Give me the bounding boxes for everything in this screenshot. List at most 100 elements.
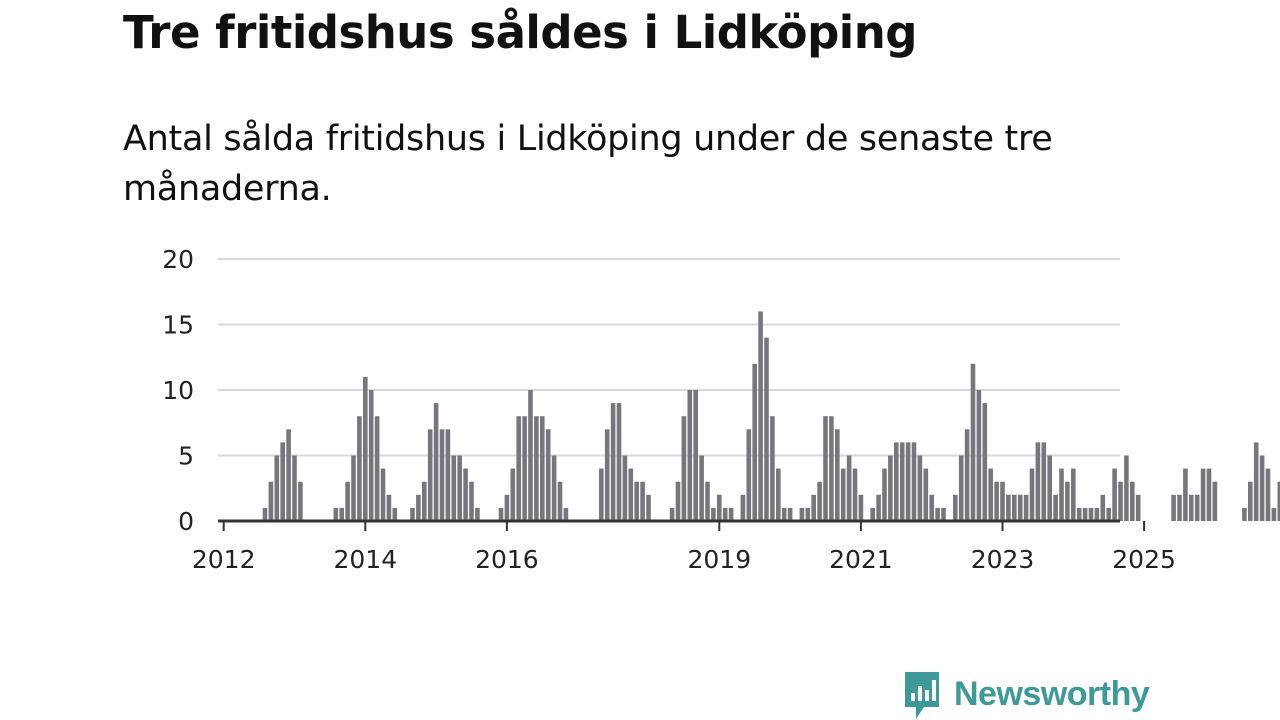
bar: [646, 494, 651, 521]
bar: [1029, 468, 1035, 521]
bar: [852, 468, 858, 521]
bar: [628, 468, 634, 521]
x-tick-label: 2019: [687, 545, 751, 574]
bar: [970, 363, 976, 521]
bar: [557, 481, 563, 521]
bar: [1206, 468, 1212, 521]
bar: [374, 416, 380, 521]
bar: [475, 507, 480, 521]
bar: [699, 455, 704, 521]
bar: [351, 455, 356, 521]
bar: [805, 507, 811, 521]
bar: [439, 429, 445, 521]
bar: [540, 416, 545, 521]
bar: [840, 468, 846, 521]
bar: [752, 363, 757, 521]
bar: [416, 494, 421, 521]
bar: [1100, 494, 1106, 521]
brand-name: Newsworthy: [954, 674, 1150, 713]
bar: [292, 455, 297, 521]
bar: [787, 507, 793, 521]
bar: [835, 429, 840, 521]
bar: [522, 416, 527, 521]
bar: [445, 429, 451, 521]
bar: [463, 468, 468, 521]
bar: [457, 455, 462, 521]
y-tick-label: 5: [178, 442, 194, 471]
bar: [781, 507, 787, 521]
bar: [392, 507, 398, 521]
bar: [923, 468, 929, 521]
bar: [469, 481, 474, 521]
bar: [1094, 507, 1100, 521]
bar: [1035, 442, 1041, 521]
bar: [268, 481, 274, 521]
x-tick-label: 2012: [192, 545, 256, 574]
bar: [1135, 494, 1141, 521]
bar: [634, 481, 639, 521]
bar: [640, 481, 645, 521]
bar: [941, 507, 946, 521]
bar: [858, 494, 864, 521]
newsworthy-logo: Newsworthy: [902, 668, 1150, 720]
bar: [911, 442, 917, 521]
newsworthy-logo-icon: [905, 672, 939, 719]
bar: [1171, 494, 1176, 521]
bar: [1277, 481, 1280, 521]
bar: [675, 481, 681, 521]
bar: [988, 468, 993, 521]
bar: [298, 481, 303, 521]
bar: [894, 442, 899, 521]
chart-subtitle: Antal sålda fritidshus i Lidköping under…: [123, 119, 1053, 209]
bar: [811, 494, 816, 521]
bar: [1271, 507, 1277, 521]
bar: [740, 494, 746, 521]
bar: [693, 390, 698, 521]
bar: [1076, 507, 1082, 521]
bar: [1253, 442, 1259, 521]
bar: [1200, 468, 1206, 521]
bar: [711, 507, 716, 521]
bar: [534, 416, 539, 521]
bar: [976, 390, 982, 521]
bar: [770, 416, 775, 521]
bar: [516, 416, 521, 521]
x-tick-label: 2025: [1112, 545, 1176, 574]
y-tick-label: 15: [162, 311, 194, 340]
bar: [610, 403, 616, 521]
bar: [1189, 494, 1194, 521]
bar: [551, 455, 557, 521]
bar: [1248, 481, 1253, 521]
bar: [935, 507, 940, 521]
bar: [722, 507, 728, 521]
x-tick-label: 2014: [333, 545, 397, 574]
bar: [510, 468, 516, 521]
bar: [1012, 494, 1017, 521]
bar: [1124, 455, 1129, 521]
bar: [717, 494, 722, 521]
bar: [728, 507, 734, 521]
bar: [1212, 481, 1218, 521]
bar: [1041, 442, 1047, 521]
bar: [929, 494, 934, 521]
bar: [1047, 455, 1052, 521]
bar: [799, 507, 805, 521]
x-tick-label: 2016: [475, 545, 539, 574]
bar: [764, 337, 769, 521]
bar: [363, 376, 368, 521]
bar: [433, 403, 439, 521]
bar: [498, 507, 504, 521]
bar: [681, 416, 687, 521]
bar: [1017, 494, 1023, 521]
bar: [616, 403, 622, 521]
bar: [876, 494, 881, 521]
x-tick-label: 2023: [971, 545, 1035, 574]
bar: [1183, 468, 1188, 521]
bar: [705, 481, 710, 521]
bar: [776, 468, 781, 521]
bar: [1194, 494, 1200, 521]
bar: [286, 429, 291, 521]
bar: [339, 507, 344, 521]
bar: [1000, 481, 1005, 521]
bar: [1112, 468, 1117, 521]
